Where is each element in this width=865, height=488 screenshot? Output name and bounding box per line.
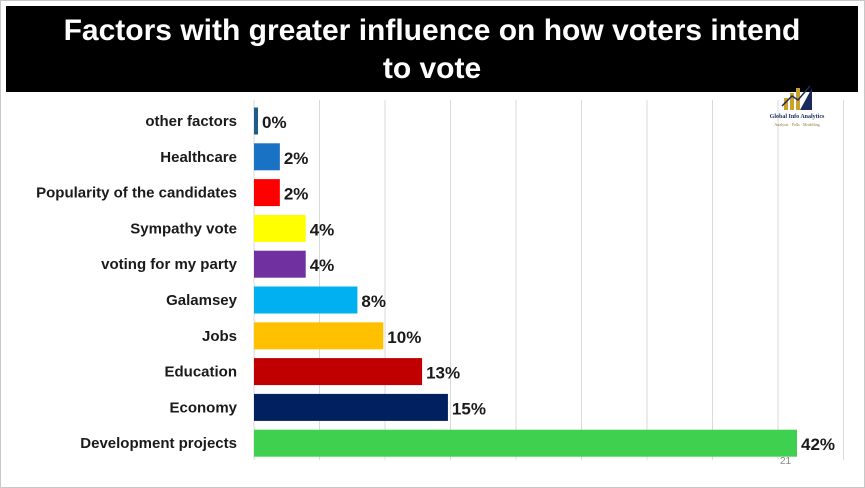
bar: [254, 107, 258, 135]
logo-tagline: Analysis · Polls · Modelling: [774, 122, 820, 127]
bar: [254, 143, 280, 171]
bar: [254, 358, 423, 386]
data-label: 15%: [452, 399, 486, 418]
category-label: Development projects: [80, 435, 237, 452]
bar: [254, 429, 797, 457]
data-label: 2%: [284, 185, 309, 204]
data-label: 4%: [310, 220, 335, 239]
data-label: 13%: [426, 364, 460, 383]
category-label: Sympathy vote: [130, 220, 237, 237]
data-label: 8%: [361, 292, 386, 311]
category-label: Healthcare: [160, 149, 237, 166]
bar-chart-arrow-icon: [781, 85, 812, 110]
bar: [254, 286, 358, 314]
bar: [254, 214, 306, 242]
title-line-2: to vote: [382, 52, 482, 85]
bar: [254, 250, 306, 278]
data-label: 0%: [262, 113, 287, 132]
logo: Global Info Analytics Analysis · Polls ·…: [762, 82, 832, 134]
category-label: Galamsey: [166, 292, 238, 309]
logo-name: Global Info Analytics: [769, 114, 825, 120]
bar: [254, 322, 384, 350]
data-label: 10%: [387, 328, 421, 347]
category-label: Jobs: [202, 328, 237, 345]
category-label: Economy: [169, 399, 237, 416]
data-label: 2%: [284, 149, 309, 168]
bar: [254, 393, 448, 421]
page-number: 21: [780, 456, 792, 467]
category-label: Popularity of the candidates: [36, 185, 237, 202]
data-label: 42%: [801, 435, 835, 454]
category-label: other factors: [145, 113, 237, 130]
bar: [254, 179, 280, 207]
category-label: Education: [164, 364, 237, 381]
data-label: 4%: [310, 256, 335, 275]
category-label: voting for my party: [101, 256, 238, 273]
chart-title: Factors with greater influence on how vo…: [6, 6, 858, 92]
title-line-1: Factors with greater influence on how vo…: [63, 14, 801, 47]
